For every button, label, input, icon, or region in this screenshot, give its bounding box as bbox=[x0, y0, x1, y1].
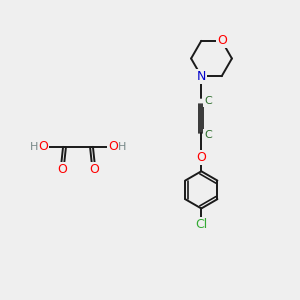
Text: O: O bbox=[89, 163, 99, 176]
Text: H: H bbox=[118, 142, 126, 152]
Text: H: H bbox=[30, 142, 38, 152]
Text: C: C bbox=[204, 130, 212, 140]
Text: O: O bbox=[57, 163, 67, 176]
Text: O: O bbox=[217, 34, 226, 47]
Text: O: O bbox=[38, 140, 48, 154]
Text: C: C bbox=[204, 96, 212, 106]
Text: O: O bbox=[108, 140, 118, 154]
Text: Cl: Cl bbox=[195, 218, 207, 231]
Text: N: N bbox=[196, 70, 206, 83]
Text: O: O bbox=[196, 151, 206, 164]
